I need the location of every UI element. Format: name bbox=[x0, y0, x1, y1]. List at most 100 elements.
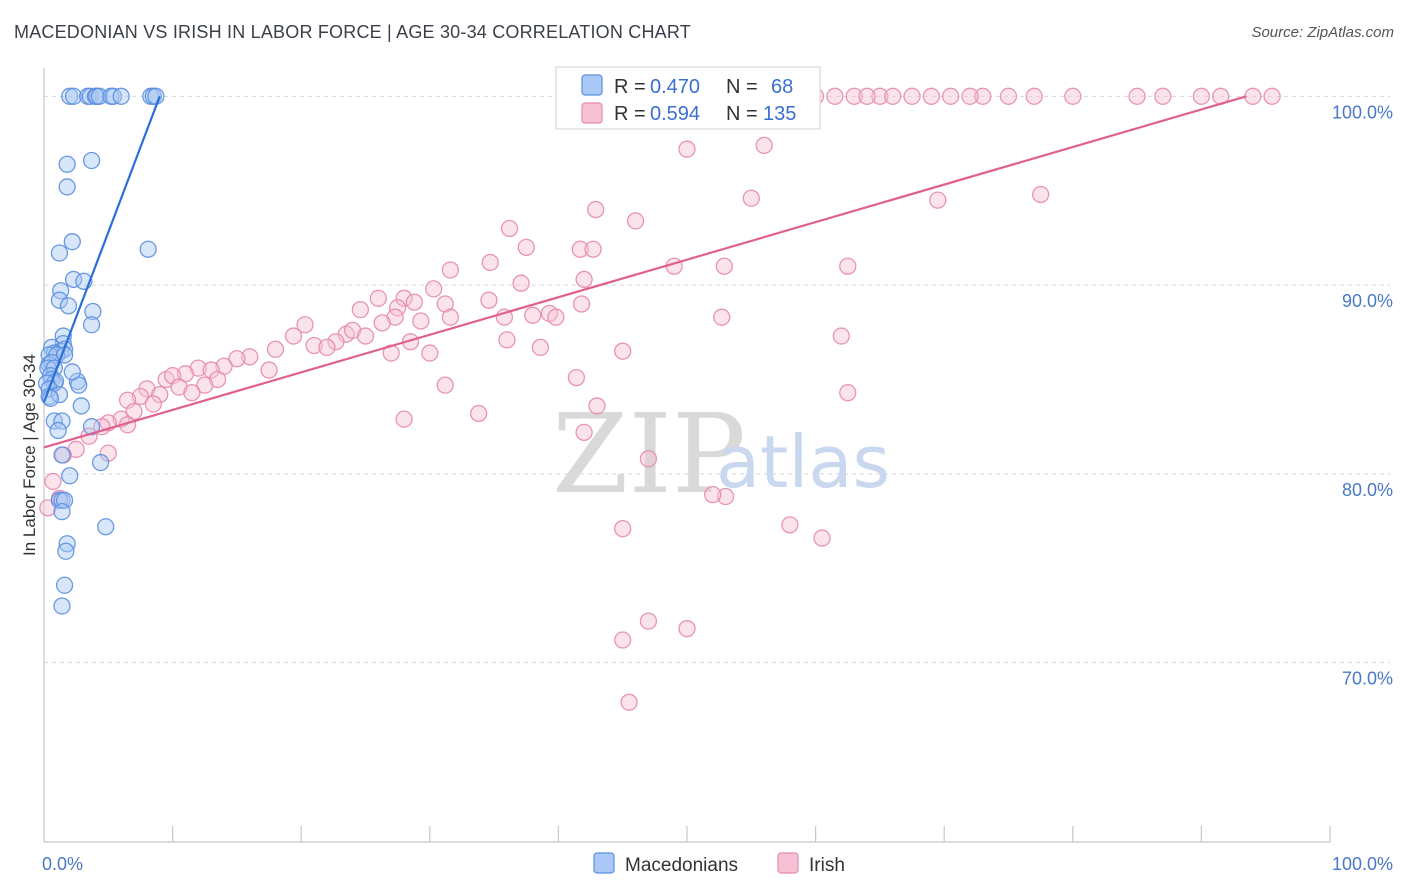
legend-n-value-macedonian: 68 bbox=[771, 76, 793, 98]
data-point bbox=[144, 395, 162, 413]
data-point bbox=[480, 291, 498, 309]
data-point bbox=[547, 308, 565, 326]
data-point bbox=[266, 340, 285, 358]
data-point bbox=[500, 219, 519, 238]
data-point bbox=[961, 87, 979, 105]
data-point bbox=[871, 87, 889, 105]
data-point bbox=[884, 87, 902, 105]
series-legend: Macedonians Irish bbox=[593, 852, 845, 876]
data-point bbox=[131, 387, 150, 406]
data-point bbox=[1032, 185, 1050, 204]
bottom-legend-label-irish[interactable]: Irish bbox=[809, 855, 845, 876]
data-point bbox=[531, 338, 550, 357]
data-point bbox=[61, 87, 79, 105]
data-point bbox=[61, 467, 79, 485]
data-point bbox=[614, 342, 632, 360]
data-point bbox=[436, 376, 454, 394]
trend-lines bbox=[42, 95, 1247, 449]
data-point bbox=[351, 300, 370, 319]
data-point bbox=[813, 529, 831, 547]
data-point bbox=[845, 87, 863, 105]
data-point bbox=[318, 338, 336, 357]
legend-n-value-irish: 135 bbox=[763, 103, 796, 125]
data-point bbox=[82, 316, 101, 334]
data-point bbox=[715, 257, 733, 275]
data-point bbox=[620, 693, 638, 711]
data-point bbox=[53, 597, 71, 615]
source-label: Source: ZipAtlas.com bbox=[1251, 24, 1394, 41]
data-point bbox=[1263, 87, 1281, 105]
data-point bbox=[72, 397, 90, 415]
data-point bbox=[441, 308, 460, 326]
legend-n-label-macedonian: N = bbox=[726, 76, 758, 98]
data-point bbox=[584, 240, 602, 258]
data-point bbox=[58, 155, 76, 173]
data-point bbox=[665, 257, 683, 275]
legend-r-value-irish: 0.594 bbox=[650, 103, 700, 125]
x-tick-min: 0.0% bbox=[42, 854, 83, 874]
data-point bbox=[826, 87, 844, 105]
data-point bbox=[53, 412, 71, 430]
data-point bbox=[1025, 87, 1043, 105]
data-point bbox=[395, 289, 413, 307]
watermark-zip: ZIP bbox=[552, 390, 746, 518]
data-point bbox=[1244, 87, 1262, 105]
data-point bbox=[49, 421, 67, 440]
data-point bbox=[147, 87, 165, 105]
data-point bbox=[929, 191, 947, 209]
data-point bbox=[575, 270, 593, 289]
legend-swatch-irish bbox=[581, 102, 603, 124]
data-point bbox=[1128, 87, 1146, 105]
data-point bbox=[260, 361, 278, 379]
chart-title: MACEDONIAN VS IRISH IN LABOR FORCE | AGE… bbox=[14, 22, 691, 42]
data-point bbox=[922, 87, 940, 105]
data-point bbox=[832, 327, 850, 345]
legend-r-label-macedonian: R = bbox=[614, 76, 646, 98]
data-point bbox=[412, 312, 430, 330]
data-point bbox=[369, 289, 388, 307]
data-point bbox=[858, 87, 876, 105]
data-point bbox=[575, 423, 593, 441]
data-point bbox=[356, 327, 375, 345]
bottom-legend-swatch-macedonian[interactable] bbox=[593, 852, 615, 874]
data-point bbox=[441, 261, 460, 279]
data-point bbox=[63, 233, 81, 251]
data-point bbox=[839, 384, 857, 402]
data-point bbox=[567, 368, 586, 387]
y-tick-label: 90.0% bbox=[1342, 291, 1393, 311]
y-axis-label: In Labor Force | Age 30-34 bbox=[20, 354, 39, 556]
bottom-legend-swatch-irish[interactable] bbox=[777, 852, 799, 874]
data-point bbox=[1064, 87, 1082, 105]
legend-n-label-irish: N = bbox=[726, 103, 758, 125]
data-point bbox=[425, 280, 443, 298]
data-point bbox=[421, 344, 439, 362]
data-point bbox=[327, 333, 345, 351]
y-tick-label: 100.0% bbox=[1332, 102, 1393, 122]
data-point bbox=[1154, 87, 1172, 105]
legend-r-value-macedonian: 0.470 bbox=[650, 76, 700, 98]
data-point bbox=[91, 453, 110, 472]
trend-line-macedonian bbox=[42, 95, 161, 403]
data-point bbox=[626, 212, 645, 230]
data-point bbox=[151, 385, 169, 404]
data-point bbox=[241, 348, 259, 366]
data-point bbox=[524, 306, 542, 324]
data-point bbox=[196, 376, 214, 394]
data-point bbox=[941, 87, 960, 105]
data-point bbox=[59, 297, 78, 315]
bottom-legend-label-macedonian[interactable]: Macedonians bbox=[625, 855, 738, 876]
data-point bbox=[639, 612, 658, 630]
data-point bbox=[139, 240, 157, 258]
macedonian-points bbox=[37, 87, 165, 615]
data-point bbox=[755, 136, 773, 155]
data-point bbox=[395, 410, 413, 428]
data-point bbox=[572, 295, 591, 313]
data-point bbox=[678, 140, 696, 158]
data-point bbox=[44, 472, 62, 491]
data-point bbox=[588, 397, 606, 415]
data-point bbox=[53, 446, 71, 464]
data-point bbox=[713, 308, 731, 326]
data-point bbox=[999, 87, 1018, 105]
data-point bbox=[639, 450, 658, 468]
data-point bbox=[58, 178, 76, 196]
